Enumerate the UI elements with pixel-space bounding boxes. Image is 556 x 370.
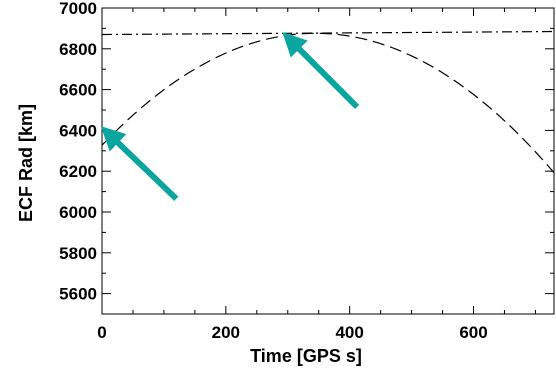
annotations-group (100, 32, 360, 201)
x-axis-title: Time [GPS s] (250, 346, 362, 366)
series-group (101, 30, 555, 174)
y-tick-label: 7000 (59, 0, 97, 18)
y-tick-label: 6200 (59, 162, 97, 181)
series-line-dash-dot (101, 30, 555, 36)
x-tick-label: 200 (212, 323, 240, 342)
annotation-arrow (100, 126, 179, 201)
y-axis-title: ECF Rad [km] (16, 104, 36, 222)
x-tick-label: 0 (97, 323, 106, 342)
y-tick-label: 5800 (59, 244, 97, 263)
annotation-arrow (282, 32, 360, 110)
y-tick-label: 5600 (59, 285, 97, 304)
y-tick-label: 6800 (59, 40, 97, 59)
x-tick-label: 400 (335, 323, 363, 342)
y-tick-label: 6000 (59, 203, 97, 222)
y-tick-label: 6600 (59, 81, 97, 100)
series-line-dashed (101, 32, 555, 174)
plot-frame (101, 7, 555, 315)
x-tick-label: 600 (459, 323, 487, 342)
axis-ticks: 0 200 400 600 5600 5800 6000 6200 6400 6600 6800 70… (59, 0, 554, 342)
y-tick-label: 6400 (59, 121, 97, 140)
